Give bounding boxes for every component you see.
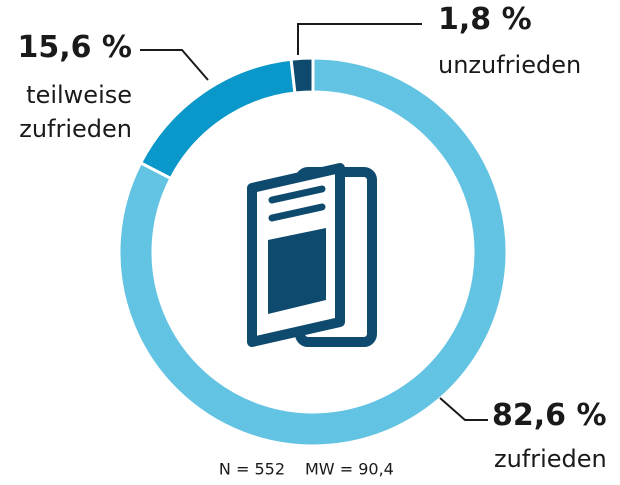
value-label: 1,8 % <box>438 2 532 37</box>
leader-line <box>140 49 209 81</box>
donut-segment <box>289 56 315 95</box>
value-label: 82,6 % <box>492 398 607 433</box>
book-icon <box>247 163 377 347</box>
leader-lines <box>140 23 488 421</box>
leader-line <box>297 23 422 55</box>
annotation: N = 552 <box>219 460 285 479</box>
category-label: zufrieden <box>494 445 607 473</box>
donut-segment <box>138 57 297 181</box>
category-label: unzufrieden <box>438 51 582 79</box>
donut-segment <box>117 56 509 448</box>
annotation: MW = 90,4 <box>305 460 394 479</box>
value-label: 15,6 % <box>17 30 132 65</box>
leader-line <box>439 397 488 421</box>
donut <box>117 56 509 448</box>
category-label: teilweise zufrieden <box>19 81 132 143</box>
